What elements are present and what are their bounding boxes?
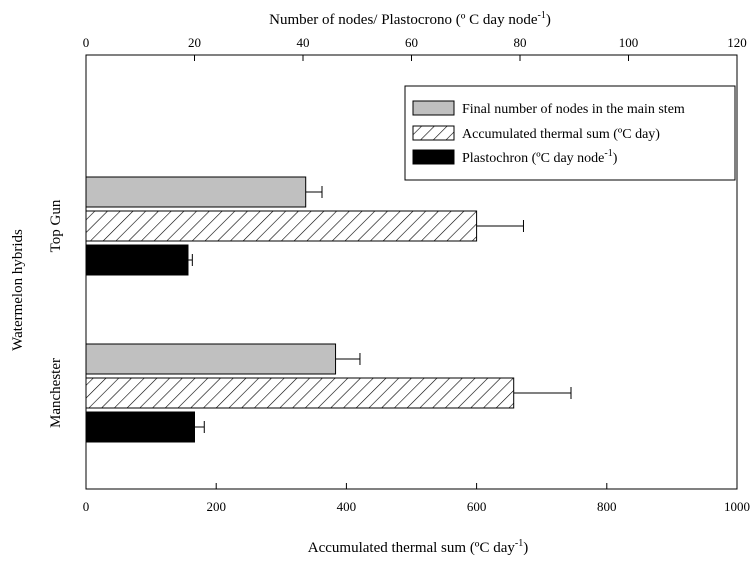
legend-swatch-nodes [412,100,455,116]
top-axis-title: Number of nodes/ Plastocrono (º C day no… [269,10,551,28]
bar [85,411,195,443]
y-axis-title: Watermelon hybrids [10,229,26,351]
bottom-tick-label: 200 [206,499,226,514]
bar [85,176,307,208]
legend: Final number of nodes in the main stem A… [404,85,736,181]
bottom-tick-label: 1000 [724,499,750,514]
top-tick-label: 40 [297,35,310,50]
top-tick-label: 20 [188,35,201,50]
bottom-axis-title: Accumulated thermal sum (ºC day-1) [308,538,528,556]
bottom-tick-label: 0 [83,499,90,514]
top-tick-label: 120 [727,35,747,50]
bottom-tick-label: 800 [597,499,617,514]
legend-swatch-plastochron [412,149,455,165]
bar [85,343,337,375]
top-tick-label: 0 [83,35,90,50]
legend-label-plastochron: Plastochron (ºC day node-1) [462,148,618,166]
legend-box [404,85,736,181]
bar [85,210,478,242]
bottom-tick-label: 600 [467,499,487,514]
category-label: Manchester [48,358,64,428]
bar [85,377,515,409]
top-tick-label: 80 [514,35,527,50]
legend-label-thermal: Accumulated thermal sum (ºC day) [462,127,660,142]
bar [85,244,189,276]
top-tick-label: 100 [619,35,639,50]
bottom-tick-label: 400 [337,499,357,514]
top-tick-label: 60 [405,35,418,50]
legend-swatch-thermal [412,125,455,141]
legend-label-nodes: Final number of nodes in the main stem [462,102,685,117]
category-label: Top Gun [48,199,64,252]
